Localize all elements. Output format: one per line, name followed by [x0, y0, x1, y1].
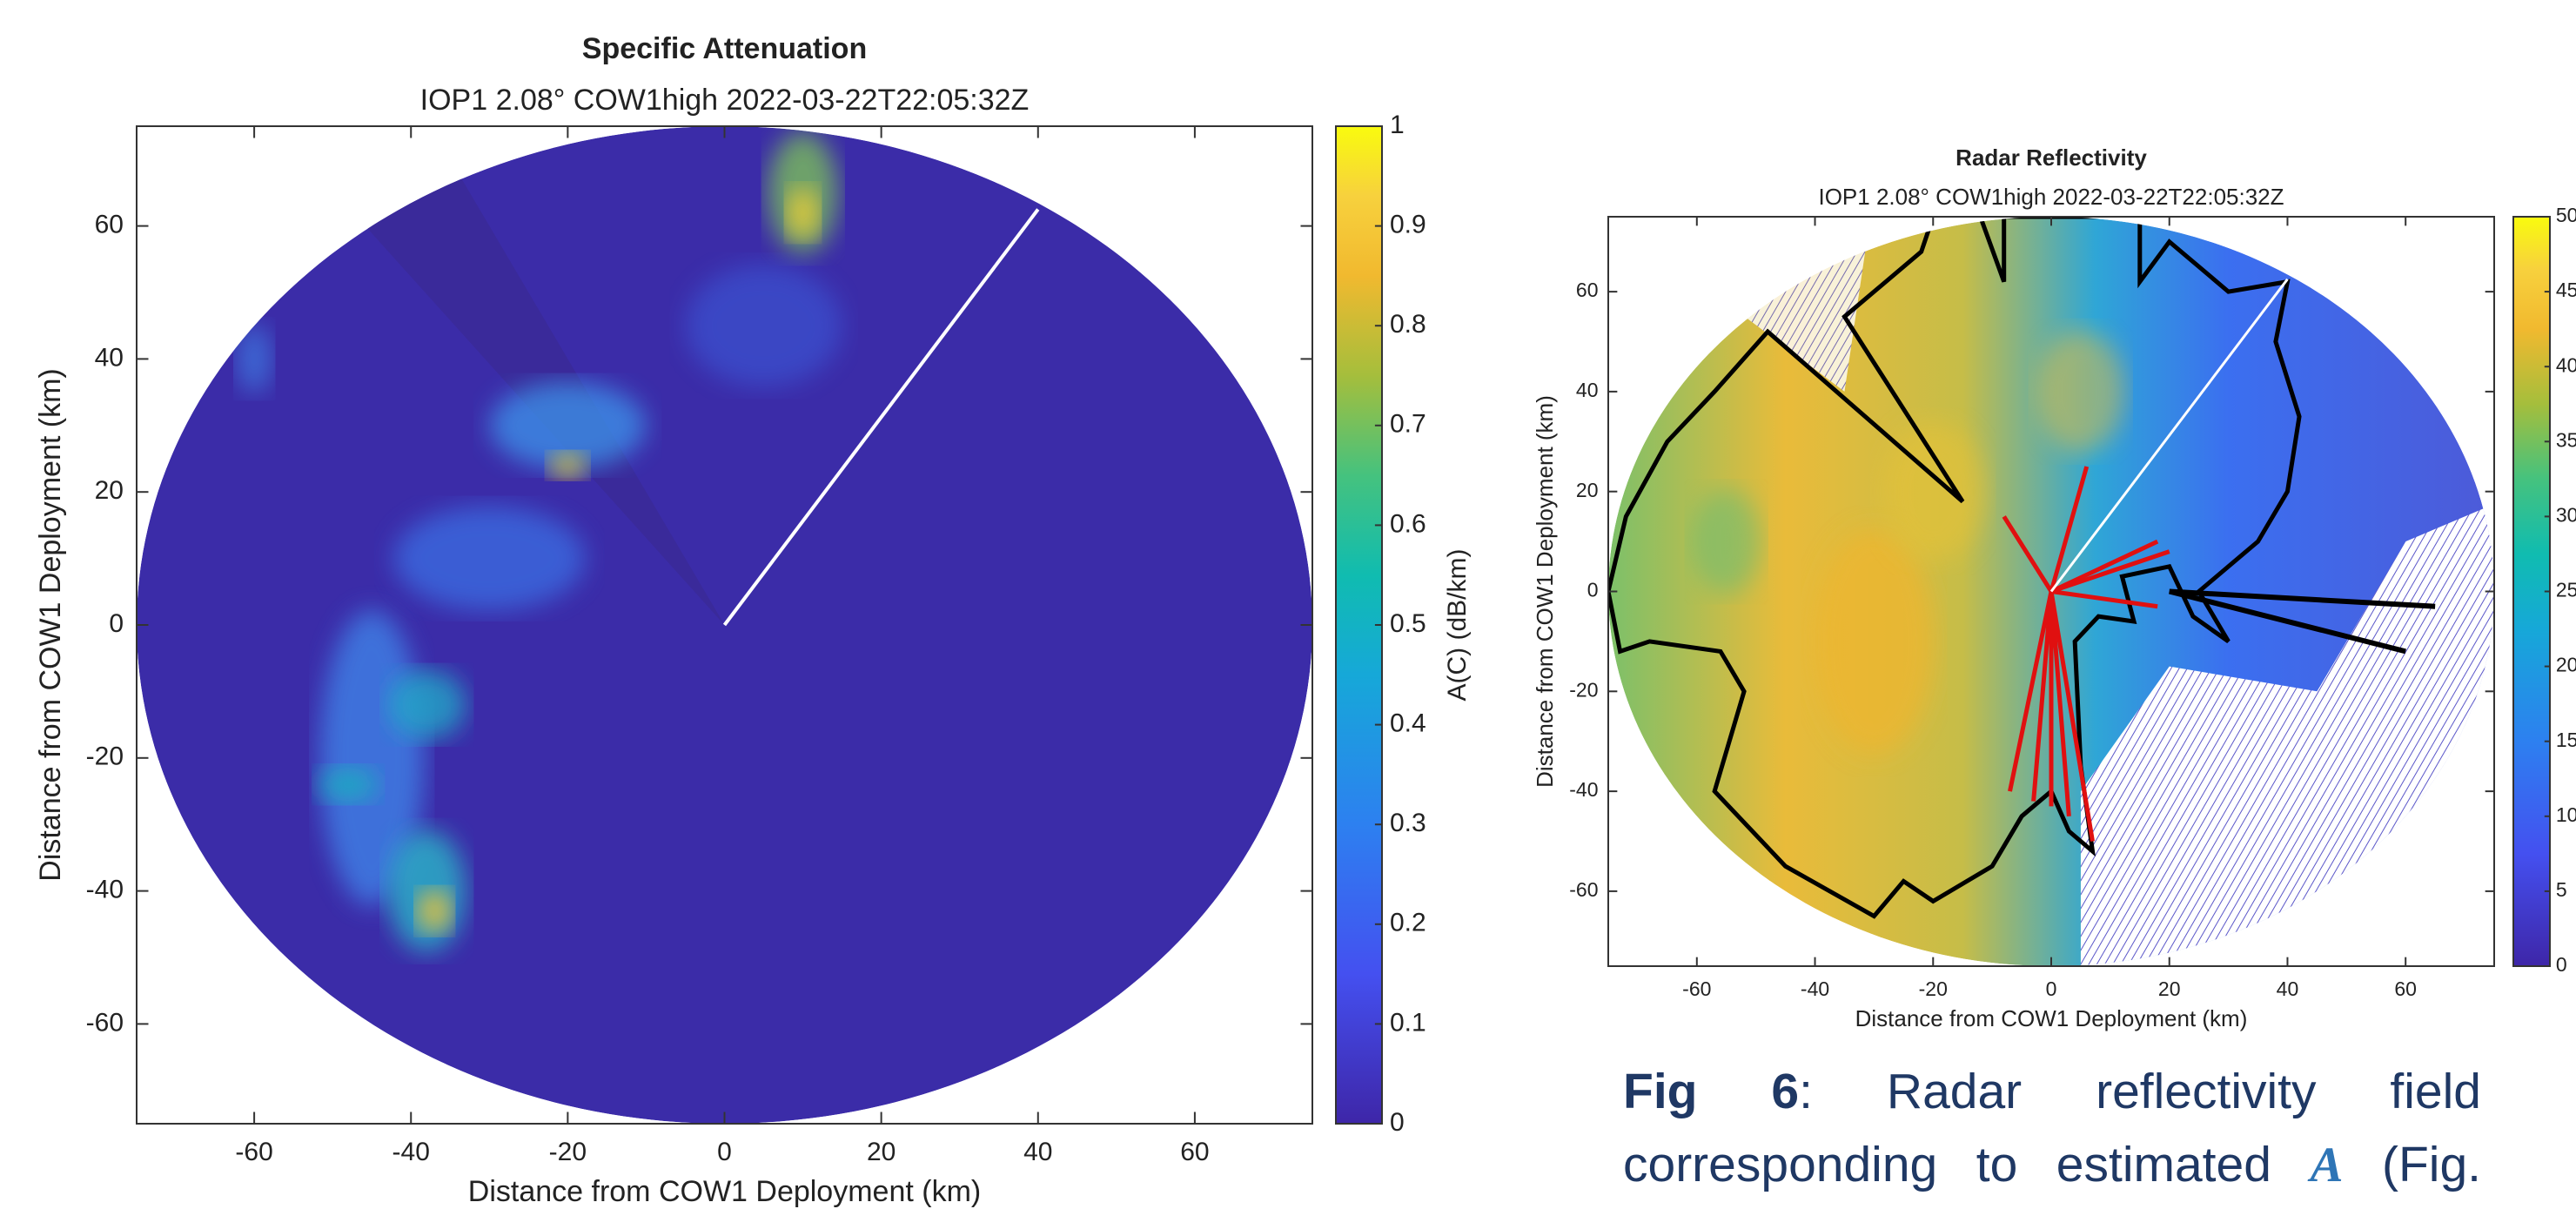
page: Specific Attenuation IOP1 2.08° COW1high …: [0, 0, 2576, 1209]
figure: Specific Attenuation IOP1 2.08° COW1high …: [0, 0, 2576, 1209]
x-tick-label: -20: [1919, 977, 1948, 1000]
y-axis-label: Distance from COW1 Deployment (km): [34, 368, 67, 881]
echo: [1692, 489, 1761, 594]
colorbar-tick-label: 0.7: [1390, 410, 1426, 439]
x-tick-label: 0: [2046, 977, 2057, 1000]
colorbar-tick-label: 30: [2556, 503, 2576, 526]
y-tick-label: 0: [109, 609, 124, 638]
colorbar-tick-label: 35: [2556, 428, 2576, 451]
colorbar-tick-label: 0.1: [1390, 1008, 1426, 1037]
caption: Fig 6: Radar reflectivity field correspo…: [1623, 1055, 2481, 1202]
plot-area: [1579, 191, 2524, 991]
y-tick-label: 20: [95, 476, 124, 505]
y-axis-label: Distance from COW1 Deployment (km): [1532, 395, 1558, 788]
colorbar-tick-label: 20: [2556, 654, 2576, 676]
x-tick-label: 60: [2394, 977, 2417, 1000]
colorbar-label: A(C) (dB/km): [1443, 549, 1472, 702]
y-tick-label: 0: [1587, 579, 1599, 601]
echo: [387, 670, 466, 740]
colorbar-tick-label: 50: [2556, 204, 2576, 226]
x-tick-label: 20: [867, 1138, 896, 1166]
x-tick-label: -20: [549, 1138, 587, 1166]
colorbar: [2513, 217, 2550, 966]
x-tick-label: -40: [1801, 977, 1829, 1000]
chart-title: Radar Reflectivity: [1955, 144, 2147, 171]
chart-title: Specific Attenuation: [582, 32, 867, 65]
echo: [387, 830, 466, 952]
colorbar-tick-label: 15: [2556, 729, 2576, 751]
x-axis-label: Distance from COW1 Deployment (km): [1855, 1005, 2248, 1031]
y-tick-label: -60: [1569, 878, 1598, 901]
colorbar-tick-label: 40: [2556, 353, 2576, 376]
caption-label: Fig 6: [1623, 1064, 1799, 1119]
y-tick-label: -20: [1569, 678, 1598, 701]
caption-tail: (Fig.: [2343, 1137, 2481, 1192]
y-tick-label: 40: [1576, 379, 1599, 401]
colorbar-tick-label: 5: [2556, 878, 2567, 901]
x-tick-label: 60: [1180, 1138, 1209, 1166]
y-tick-label: -40: [86, 876, 124, 904]
colorbar-tick-label: 1: [1390, 111, 1405, 139]
y-tick-label: 40: [95, 343, 124, 372]
echo: [417, 890, 452, 933]
colorbar-tick-label: 10: [2556, 803, 2576, 826]
x-tick-label: -60: [1682, 977, 1711, 1000]
y-tick-label: 20: [1576, 479, 1599, 501]
colorbar-tick-label: 0.8: [1390, 310, 1426, 339]
y-tick-label: 60: [1576, 279, 1599, 301]
colorbar-tick-label: 0: [1390, 1108, 1405, 1137]
y-tick-label: 60: [95, 211, 124, 239]
colorbar-tick-label: 0: [2556, 953, 2567, 976]
y-tick-label: -40: [1569, 778, 1598, 801]
y-tick-label: -20: [86, 742, 124, 771]
colorbar-tick-label: 0.4: [1390, 709, 1426, 738]
echo: [1813, 528, 1935, 755]
echo: [2037, 331, 2124, 453]
x-tick-label: 0: [717, 1138, 732, 1166]
x-tick-label: 40: [2277, 977, 2299, 1000]
colorbar-tick-label: 0.6: [1390, 509, 1426, 538]
echo: [788, 186, 819, 238]
caption-symbol: A: [2310, 1138, 2343, 1192]
colorbar-tick-label: 0.2: [1390, 909, 1426, 937]
echo: [393, 507, 585, 611]
colorbar-tick-label: 0.3: [1390, 809, 1426, 837]
colorbar-tick-label: 0.5: [1390, 609, 1426, 638]
x-tick-label: 40: [1023, 1138, 1052, 1166]
echo: [548, 453, 587, 479]
chart-subtitle: IOP1 2.08° COW1high 2022-03-22T22:05:32Z: [1818, 184, 2284, 210]
echo: [686, 265, 842, 386]
y-tick-label: -60: [86, 1008, 124, 1037]
echo: [237, 324, 272, 393]
chart-subtitle: IOP1 2.08° COW1high 2022-03-22T22:05:32Z: [420, 84, 1030, 117]
x-tick-label: -60: [235, 1138, 272, 1166]
x-tick-label: -40: [392, 1138, 430, 1166]
x-tick-label: 20: [2158, 977, 2181, 1000]
x-axis-label: Distance from COW1 Deployment (km): [468, 1175, 981, 1208]
colorbar-tick-label: 0.9: [1390, 211, 1426, 239]
echo: [318, 767, 379, 802]
colorbar-tick-label: 45: [2556, 279, 2576, 301]
colorbar-tick-label: 25: [2556, 579, 2576, 601]
plot-area: [137, 93, 1312, 1124]
